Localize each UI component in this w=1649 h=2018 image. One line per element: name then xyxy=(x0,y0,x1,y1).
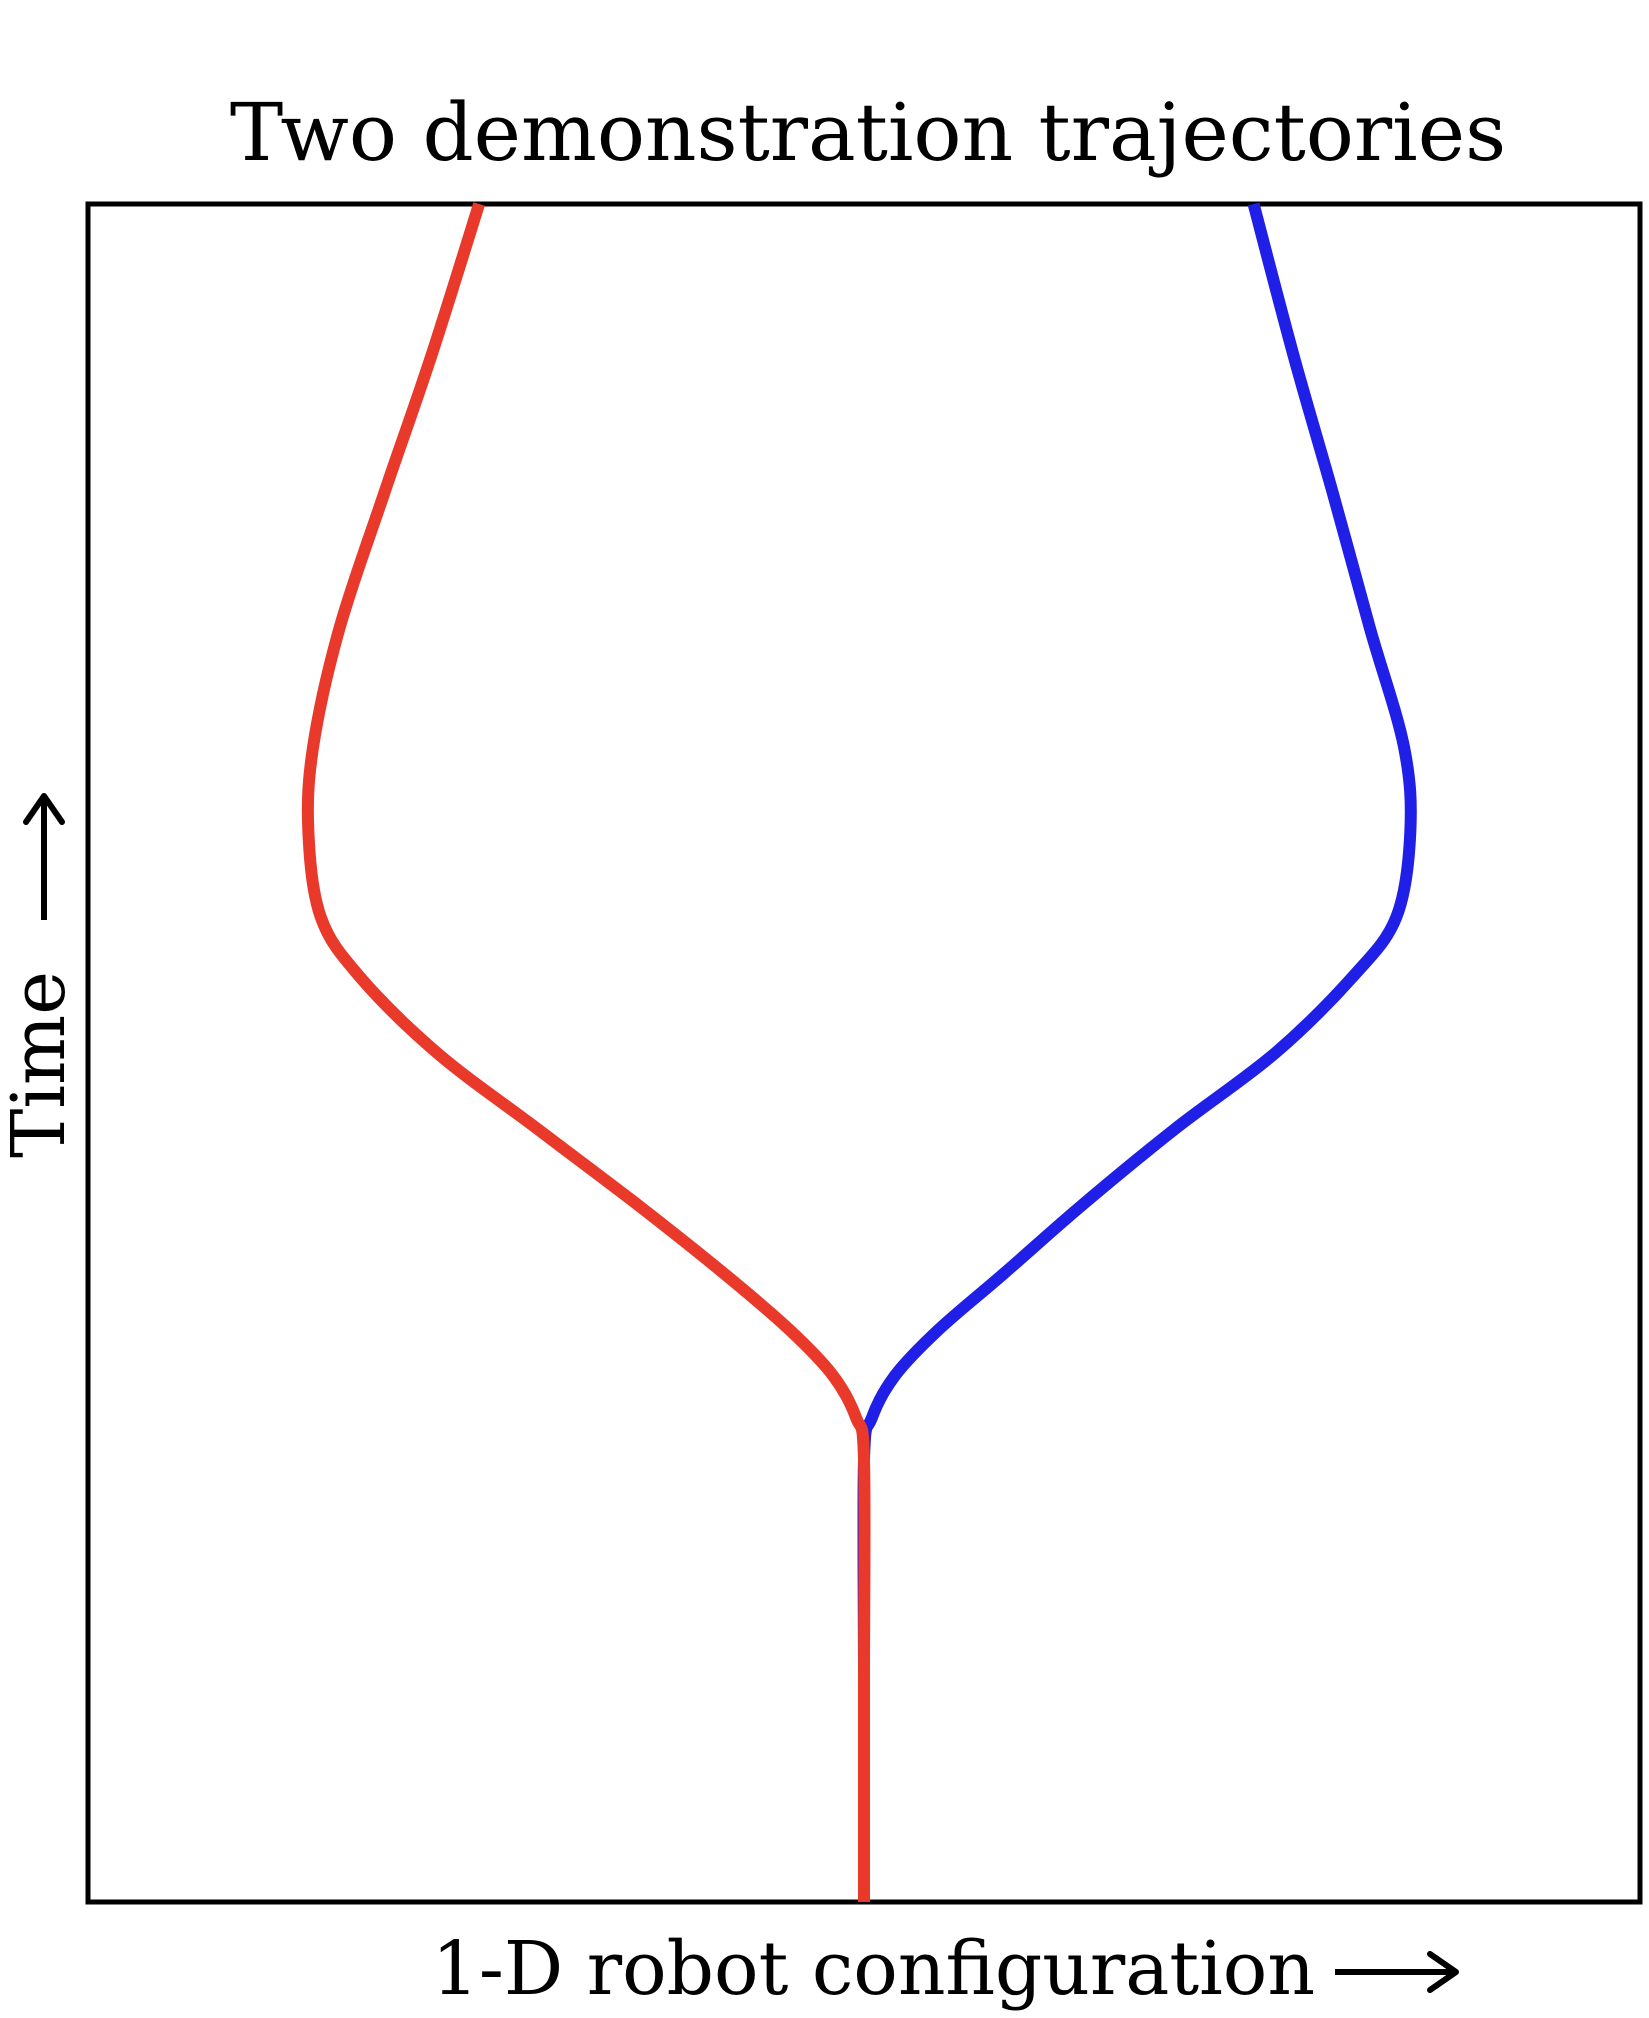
series-layer xyxy=(301,202,1417,1903)
y-axis-label: Time xyxy=(0,971,82,1158)
trajectory-line-1 xyxy=(301,202,871,1903)
chart-title: Two demonstration trajectories xyxy=(230,86,1506,179)
x-axis-label: 1-D robot configuration xyxy=(432,1926,1315,2012)
y-axis-arrow-icon xyxy=(23,793,65,920)
x-axis-arrow-icon xyxy=(1335,1951,1459,1993)
